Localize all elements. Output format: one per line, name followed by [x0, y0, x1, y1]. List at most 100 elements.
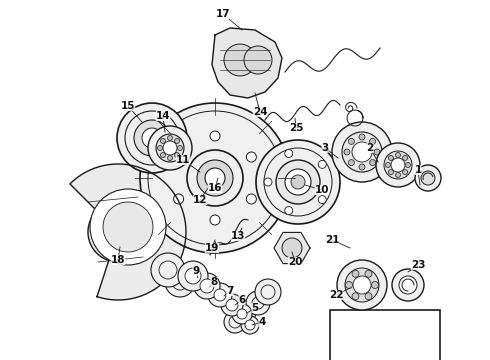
Circle shape: [392, 269, 424, 301]
Circle shape: [174, 153, 179, 158]
Circle shape: [403, 156, 408, 161]
Circle shape: [256, 140, 340, 224]
Circle shape: [353, 276, 371, 294]
Circle shape: [194, 273, 220, 299]
Circle shape: [371, 282, 378, 288]
Circle shape: [318, 195, 326, 204]
Circle shape: [276, 160, 320, 204]
Circle shape: [160, 153, 166, 158]
Text: 19: 19: [205, 243, 219, 253]
Circle shape: [224, 44, 256, 76]
Circle shape: [157, 145, 163, 150]
Circle shape: [185, 268, 201, 284]
Text: 11: 11: [176, 155, 190, 165]
Text: 17: 17: [216, 9, 230, 19]
Polygon shape: [70, 164, 186, 300]
Circle shape: [369, 159, 376, 166]
Text: 4: 4: [258, 317, 266, 327]
Circle shape: [352, 293, 359, 300]
Polygon shape: [212, 28, 282, 98]
Circle shape: [117, 103, 187, 173]
Text: 12: 12: [193, 195, 207, 205]
Circle shape: [285, 169, 311, 195]
Circle shape: [352, 142, 372, 162]
Circle shape: [359, 134, 365, 140]
Circle shape: [395, 153, 400, 158]
Circle shape: [244, 46, 272, 74]
Circle shape: [344, 149, 350, 155]
Circle shape: [90, 189, 166, 265]
Circle shape: [246, 152, 256, 162]
Text: 24: 24: [253, 107, 268, 117]
Text: 3: 3: [321, 143, 329, 153]
Polygon shape: [274, 233, 310, 264]
Circle shape: [214, 289, 226, 301]
Circle shape: [365, 270, 372, 277]
Circle shape: [168, 135, 172, 140]
Circle shape: [221, 294, 243, 316]
Circle shape: [234, 301, 256, 323]
Circle shape: [134, 120, 170, 156]
Circle shape: [342, 132, 382, 172]
Circle shape: [165, 267, 195, 297]
Circle shape: [282, 238, 302, 258]
Circle shape: [197, 160, 233, 196]
Text: 21: 21: [325, 235, 339, 245]
Text: 7: 7: [226, 286, 234, 296]
Circle shape: [210, 215, 220, 225]
Circle shape: [386, 162, 391, 167]
Circle shape: [291, 175, 305, 189]
Circle shape: [224, 311, 246, 333]
Circle shape: [187, 150, 243, 206]
Circle shape: [237, 309, 247, 319]
Circle shape: [391, 158, 405, 172]
Circle shape: [318, 160, 326, 168]
Text: 14: 14: [156, 111, 171, 121]
Circle shape: [285, 149, 293, 157]
Circle shape: [103, 202, 153, 252]
Circle shape: [156, 134, 184, 162]
Circle shape: [255, 279, 281, 305]
Circle shape: [226, 299, 238, 311]
Text: 1: 1: [415, 165, 421, 175]
Circle shape: [177, 145, 182, 150]
Circle shape: [200, 279, 214, 293]
Circle shape: [384, 151, 412, 179]
Circle shape: [140, 103, 290, 253]
Circle shape: [178, 261, 208, 291]
Bar: [330, 310, 440, 360]
Circle shape: [205, 168, 225, 188]
Circle shape: [389, 170, 393, 175]
Text: 20: 20: [288, 257, 302, 267]
Circle shape: [403, 170, 408, 175]
Circle shape: [345, 268, 379, 302]
Circle shape: [332, 122, 392, 182]
Circle shape: [173, 194, 184, 204]
Text: 8: 8: [210, 277, 218, 287]
Circle shape: [160, 139, 166, 143]
Circle shape: [210, 131, 220, 141]
Circle shape: [348, 159, 354, 166]
Text: 13: 13: [231, 231, 245, 241]
Circle shape: [168, 156, 172, 161]
Circle shape: [148, 126, 192, 170]
Circle shape: [246, 194, 256, 204]
Text: 15: 15: [121, 101, 135, 111]
Circle shape: [285, 207, 293, 215]
Circle shape: [421, 171, 435, 185]
Circle shape: [246, 291, 270, 315]
Text: 5: 5: [251, 303, 259, 313]
Circle shape: [365, 293, 372, 300]
Text: 10: 10: [315, 185, 329, 195]
Text: 9: 9: [193, 266, 199, 276]
Circle shape: [359, 164, 365, 170]
Circle shape: [163, 141, 177, 155]
Text: 25: 25: [289, 123, 303, 133]
Circle shape: [389, 156, 393, 161]
Text: 6: 6: [238, 295, 245, 305]
Circle shape: [337, 260, 387, 310]
Circle shape: [369, 138, 376, 144]
Text: 22: 22: [329, 290, 343, 300]
Circle shape: [376, 143, 420, 187]
Text: 23: 23: [411, 260, 425, 270]
